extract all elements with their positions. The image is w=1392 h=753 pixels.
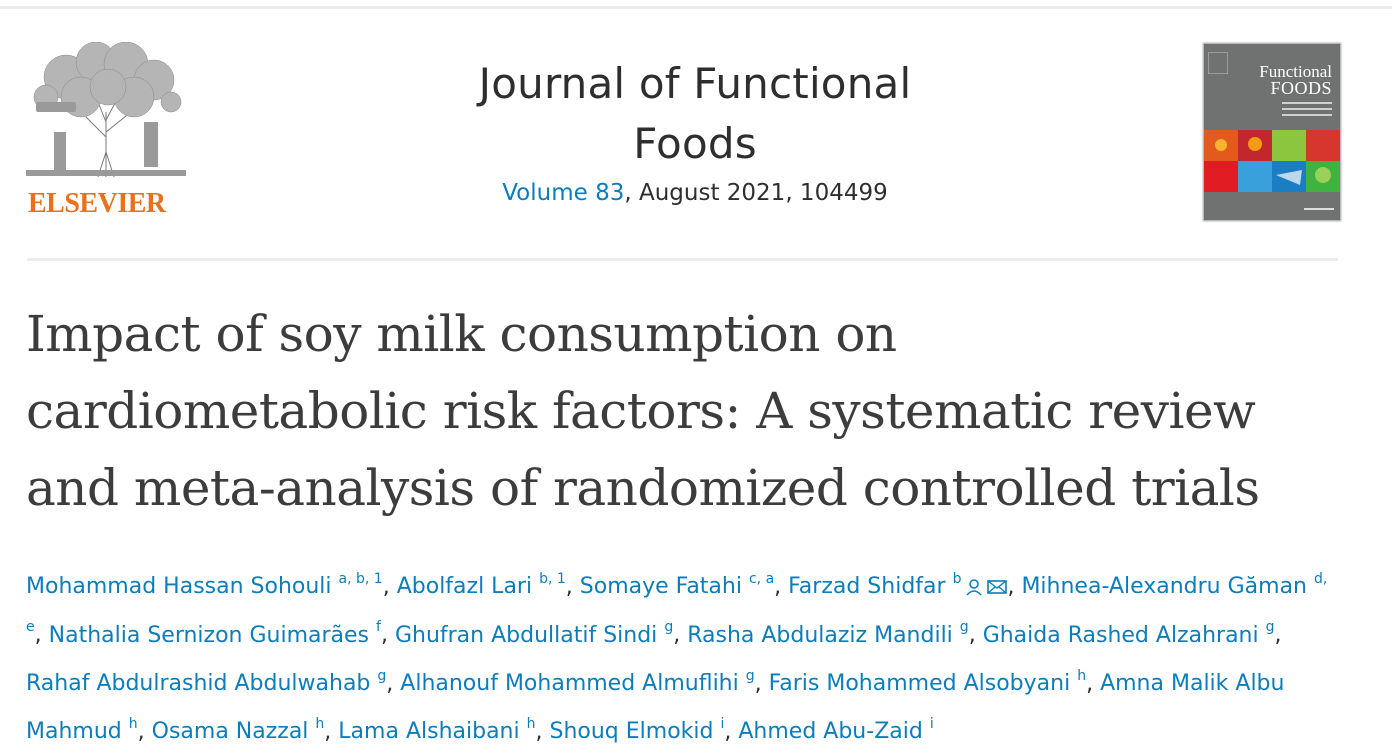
author-link[interactable]: Mihnea-Alexandru Găman d, e bbox=[26, 571, 1328, 636]
cover-title-line1: Functional bbox=[1259, 62, 1332, 81]
cover-editors-text bbox=[1282, 102, 1332, 120]
author-link[interactable]: Mohammad Hassan Sohouli a, b, 1 bbox=[26, 571, 383, 600]
issue-details: , August 2021, 104499 bbox=[624, 180, 888, 206]
elsevier-wordmark: ELSEVIER bbox=[28, 188, 166, 219]
article-title-line1: Impact of soy milk consumption on bbox=[26, 305, 897, 363]
journal-header: Journal of Functional Foods Volume 83, A… bbox=[445, 54, 945, 206]
journal-cover-thumbnail[interactable]: Functional FOODS bbox=[1203, 43, 1341, 221]
author-link[interactable]: Alhanouf Mohammed Almuflihi g bbox=[400, 667, 755, 696]
article-title: Impact of soy milk consumption on cardio… bbox=[26, 296, 1346, 527]
elsevier-logo[interactable]: ELSEVIER bbox=[26, 42, 186, 222]
author-link[interactable]: Ahmed Abu-Zaid i bbox=[738, 715, 934, 745]
author-link[interactable]: Shouq Elmokid i bbox=[549, 715, 725, 745]
author-link[interactable]: Osama Nazzal h bbox=[151, 715, 325, 745]
cover-title-line2: FOODS bbox=[1270, 78, 1332, 98]
author-link[interactable]: Ghufran Abdullatif Sindi g bbox=[394, 619, 674, 648]
author-link[interactable]: Amna Malik Albu Mahmud h bbox=[26, 670, 1285, 745]
journal-issue-info: Volume 83, August 2021, 104499 bbox=[445, 180, 945, 206]
person-icon bbox=[966, 579, 983, 596]
author-link[interactable]: Faris Mohammed Alsobyani h bbox=[768, 667, 1087, 696]
author-link[interactable]: Somaye Fatahi c, a bbox=[579, 571, 775, 600]
article-title-line3: and meta-analysis of randomized controll… bbox=[26, 459, 1260, 517]
cover-artwork bbox=[1204, 130, 1340, 192]
article-title-line2: cardiometabolic risk factors: A systemat… bbox=[26, 382, 1256, 440]
volume-link[interactable]: Volume 83 bbox=[502, 180, 625, 206]
author-link[interactable]: Lama Alshaibani h bbox=[338, 715, 536, 745]
cover-elsevier-mark bbox=[1208, 52, 1228, 74]
top-divider bbox=[0, 6, 1392, 9]
journal-title-line2: Foods bbox=[633, 119, 757, 168]
author-list: Mohammad Hassan Sohouli a, b, 1, Abolfaz… bbox=[26, 571, 1328, 745]
envelope-icon[interactable] bbox=[987, 579, 1008, 595]
author-link[interactable]: Nathalia Sernizon Guimarães f bbox=[48, 619, 381, 648]
journal-title-link[interactable]: Journal of Functional Foods bbox=[445, 54, 945, 174]
author-link[interactable]: Abolfazl Lari b, 1 bbox=[396, 571, 566, 600]
journal-title-line1: Journal of Functional bbox=[478, 59, 912, 108]
author-link[interactable]: Rahaf Abdulrashid Abdulwahab g bbox=[26, 667, 387, 696]
author-link[interactable]: Rasha Abdulaziz Mandili g bbox=[687, 619, 969, 648]
elsevier-tree-icon bbox=[26, 42, 186, 178]
cover-footer-mark bbox=[1304, 208, 1334, 210]
author-link[interactable]: Ghaida Rashed Alzahrani g bbox=[982, 619, 1275, 648]
header-divider bbox=[27, 258, 1338, 261]
author-link-corresponding[interactable]: Farzad Shidfar b bbox=[788, 571, 1008, 599]
